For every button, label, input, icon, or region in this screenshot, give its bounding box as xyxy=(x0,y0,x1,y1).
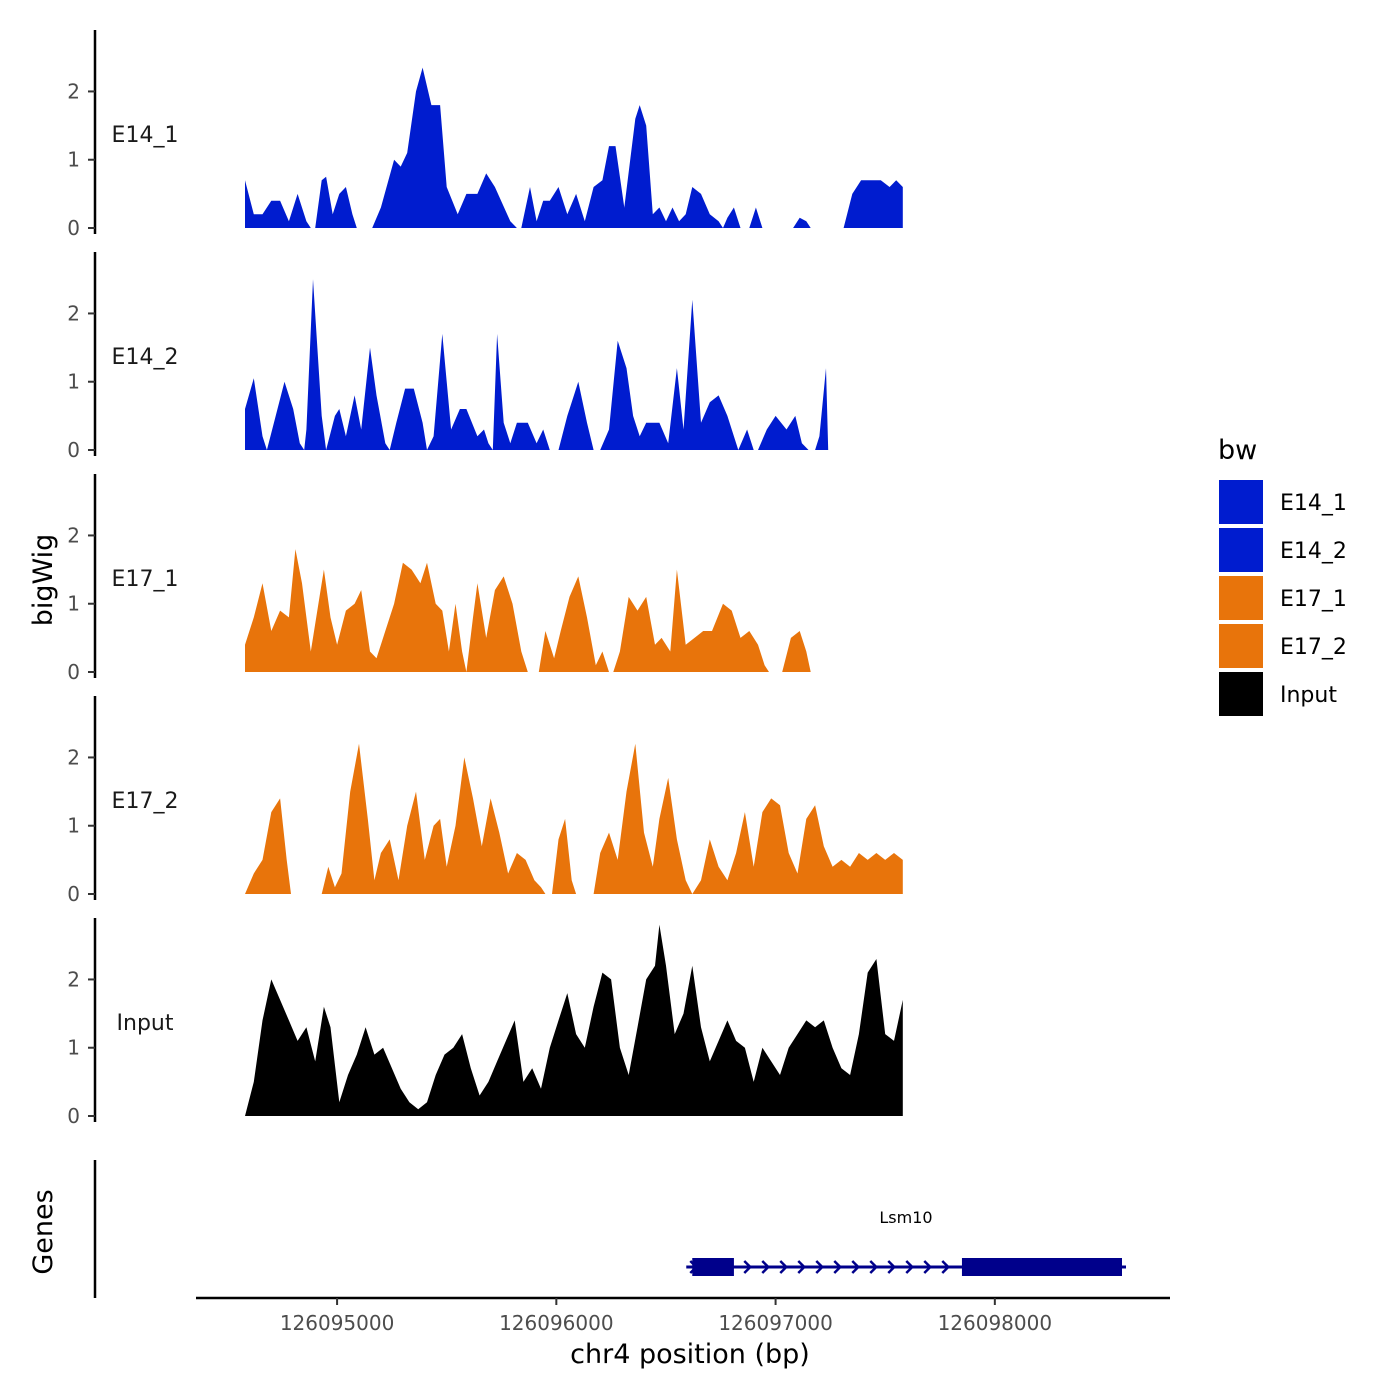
x-tick-label: 126097000 xyxy=(718,1311,833,1335)
y-axis-title: bigWig xyxy=(28,534,59,627)
strand-arrow xyxy=(833,1260,843,1274)
y-tick-label: 0 xyxy=(67,882,80,906)
strand-arrow xyxy=(905,1260,915,1274)
legend-item-e14_1: E14_1 xyxy=(1219,480,1347,524)
track-label: E14_1 xyxy=(112,123,179,148)
strand-arrow xyxy=(923,1260,933,1274)
strand-arrow xyxy=(869,1260,879,1274)
track-label: E14_2 xyxy=(112,345,179,370)
area-e14_1 xyxy=(245,67,903,228)
gene-exon xyxy=(692,1258,734,1276)
legend-item-e17_2: E17_2 xyxy=(1219,624,1347,668)
legend-swatch xyxy=(1219,480,1263,524)
y-tick-label: 2 xyxy=(67,301,80,325)
genes-axis-title: Genes xyxy=(28,1189,59,1274)
strand-arrow xyxy=(779,1260,789,1274)
bigwig-tracks: 0 1 2 E14_1 0 1 2 E14_2 0 1 2 E17_1 0 1 2 E17_2 0 1 2 Input xyxy=(67,30,903,1128)
y-tick-label: 0 xyxy=(67,1104,80,1128)
y-tick-label: 2 xyxy=(67,967,80,991)
track-label: E17_1 xyxy=(112,567,179,592)
strand-arrow xyxy=(851,1260,861,1274)
strand-arrow xyxy=(887,1260,897,1274)
y-tick-label: 2 xyxy=(67,523,80,547)
y-tick-label: 0 xyxy=(67,216,80,240)
legend-swatch xyxy=(1219,528,1263,572)
legend-swatch xyxy=(1219,672,1263,716)
legend-item-e14_2: E14_2 xyxy=(1219,528,1347,572)
y-tick-label: 2 xyxy=(67,79,80,103)
gene-label: Lsm10 xyxy=(879,1208,932,1227)
track-e17_2: 0 1 2 E17_2 xyxy=(67,696,903,906)
y-tick-label: 1 xyxy=(67,592,80,616)
track-input: 0 1 2 Input xyxy=(67,918,903,1128)
y-tick-label: 2 xyxy=(67,745,80,769)
strand-arrow xyxy=(743,1260,753,1274)
gene-exon xyxy=(961,1258,1122,1276)
y-tick-label: 0 xyxy=(67,438,80,462)
legend-label: E14_1 xyxy=(1280,491,1347,516)
area-e14_2 xyxy=(245,279,829,450)
track-e17_1: 0 1 2 E17_1 xyxy=(67,474,811,684)
x-tick-label: 126095000 xyxy=(280,1311,395,1335)
x-tick-label: 126098000 xyxy=(938,1311,1053,1335)
legend-title: bw xyxy=(1218,435,1257,466)
legend-label: E14_2 xyxy=(1280,539,1347,564)
legend-label: E17_1 xyxy=(1280,587,1347,612)
y-tick-label: 1 xyxy=(67,370,80,394)
x-tick-label: 126096000 xyxy=(499,1311,614,1335)
legend-swatch xyxy=(1219,624,1263,668)
y-tick-label: 1 xyxy=(67,1036,80,1060)
track-label: E17_2 xyxy=(112,789,179,814)
track-e14_1: 0 1 2 E14_1 xyxy=(67,30,903,240)
legend: bw E14_1 E14_2 E17_1 E17_2 Input xyxy=(1218,435,1347,716)
strand-arrow xyxy=(797,1260,807,1274)
gene-lsm10: Lsm10 xyxy=(686,1208,1126,1276)
y-tick-label: 0 xyxy=(67,660,80,684)
legend-label: E17_2 xyxy=(1280,635,1347,660)
gene-track: Lsm10 xyxy=(93,1160,1126,1298)
strand-arrow xyxy=(941,1260,951,1274)
strand-arrow xyxy=(815,1260,825,1274)
area-input xyxy=(245,924,903,1116)
strand-arrow xyxy=(761,1260,771,1274)
legend-item-input: Input xyxy=(1219,672,1337,716)
track-label: Input xyxy=(117,1011,174,1036)
x-axis-title: chr4 position (bp) xyxy=(570,1339,810,1370)
y-tick-label: 1 xyxy=(67,814,80,838)
x-axis: 126095000 126096000 126097000 126098000 xyxy=(196,1296,1170,1335)
legend-swatch xyxy=(1219,576,1263,620)
y-tick-label: 1 xyxy=(67,148,80,172)
legend-label: Input xyxy=(1280,683,1337,708)
area-e17_1 xyxy=(245,549,811,672)
area-e17_2 xyxy=(245,743,903,894)
legend-item-e17_1: E17_1 xyxy=(1219,576,1347,620)
track-e14_2: 0 1 2 E14_2 xyxy=(67,252,829,462)
